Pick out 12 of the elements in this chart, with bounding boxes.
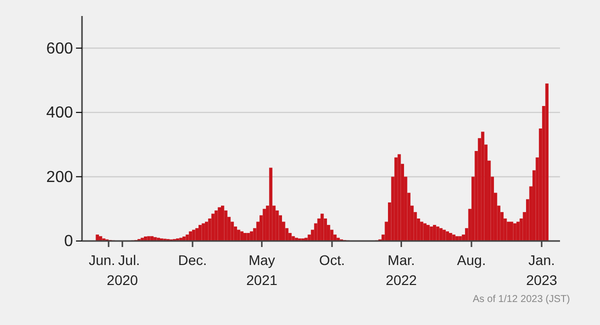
y-tick-label: 600: [46, 40, 74, 58]
x-tick-label: Dec.: [178, 252, 207, 268]
text: As of 1/12 2023 (JST): [472, 294, 570, 305]
y-tick-label: 400: [46, 104, 74, 122]
x-tick-label: May 2021: [246, 252, 278, 288]
y-tick-label: 200: [46, 168, 74, 186]
x-tick-label: Jan. 2023: [526, 252, 558, 288]
y-tick-label: 0: [64, 233, 74, 250]
x-tick-label: Jun.: [88, 252, 116, 268]
x-tick-label: Oct.: [319, 252, 345, 268]
x-tick-label: Aug.: [457, 252, 486, 268]
x-tick-label: Mar. 2022: [386, 252, 418, 288]
